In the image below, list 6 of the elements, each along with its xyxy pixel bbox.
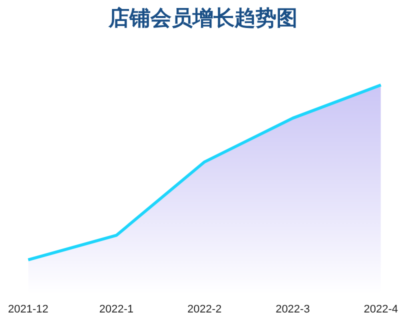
x-tick-label: 2022-3 bbox=[276, 303, 310, 316]
x-tick-label: 2021-12 bbox=[8, 303, 48, 316]
x-tick-label: 2022-1 bbox=[99, 303, 134, 316]
chart-title: 店铺会员增长趋势图 bbox=[107, 5, 298, 32]
x-tick-label: 2022-2 bbox=[187, 303, 222, 316]
x-tick-label: 2022-4 bbox=[364, 303, 398, 316]
